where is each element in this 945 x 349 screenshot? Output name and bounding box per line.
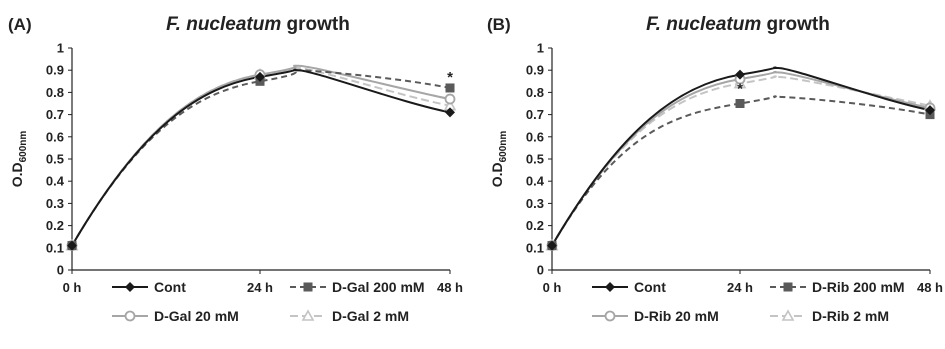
series-line: [551, 75, 931, 247]
y-tick-label: 0.1: [526, 240, 544, 255]
chart-title-italic: F. nucleatum: [166, 14, 281, 35]
legend-item: D-Rib 200 mM: [770, 279, 905, 295]
legend-label: Cont: [634, 279, 666, 295]
chart-title: F. nucleatum growth: [646, 14, 830, 35]
y-tick-label: 0.6: [526, 129, 544, 144]
y-axis-label-main: O.D: [489, 162, 505, 187]
x-tick-label: 48 h: [437, 280, 463, 295]
y-tick-label: 0.8: [526, 85, 544, 100]
legend-item: Cont: [112, 279, 186, 295]
legend-marker: [301, 309, 315, 321]
legend-label: D-Gal 2 mM: [332, 308, 409, 324]
legend-marker: [303, 282, 313, 292]
x-tick-label: 24 h: [247, 280, 273, 295]
y-tick-label: 0.1: [46, 240, 64, 255]
y-tick-label: 0.2: [46, 218, 64, 233]
panel-label: (B): [487, 15, 511, 34]
legend-label: D-Rib 200 mM: [812, 279, 905, 295]
y-tick-label: 0.7: [46, 107, 64, 122]
series-line: [551, 66, 931, 247]
y-axis-label-sub: 600nm: [18, 131, 29, 163]
series-line: [551, 70, 931, 247]
legend-label: D-Rib 2 mM: [812, 308, 889, 324]
x-tick-label: 24 h: [727, 280, 753, 295]
y-axis-label-main: O.D: [9, 162, 25, 187]
legend-label: Cont: [154, 279, 186, 295]
legend-item: D-Gal 200 mM: [290, 279, 425, 295]
legend-label: D-Rib 20 mM: [634, 308, 719, 324]
significance-marker: *: [737, 81, 743, 98]
y-tick-label: 0.3: [46, 196, 64, 211]
y-tick-label: 0.4: [46, 174, 65, 189]
y-tick-label: 0: [57, 263, 64, 278]
legend-label: D-Gal 200 mM: [332, 279, 425, 295]
y-tick-label: 1: [57, 41, 64, 56]
y-tick-label: 0.6: [46, 129, 64, 144]
y-tick-label: 0: [537, 263, 544, 278]
panel-label: (A): [8, 15, 32, 34]
plot-area: 0 0.1 0.2 0.3 0.4 0.5 0.6 0.7 0.8 0.9 1 0 h 24 h 48 h…: [526, 41, 943, 296]
chart-title: F. nucleatum growth: [166, 14, 350, 35]
y-tick-label: 0.7: [526, 107, 544, 122]
data-point: [445, 107, 455, 118]
chart-title-rest: growth: [281, 14, 350, 35]
y-tick-label: 0.9: [526, 63, 544, 78]
y-tick-label: 0.3: [526, 196, 544, 211]
legend-marker: [124, 310, 136, 322]
legend-label: D-Gal 20 mM: [154, 308, 239, 324]
data-point: [735, 69, 745, 80]
legend-marker: [125, 282, 135, 292]
chart-panel-a: (A) F. nucleatum growth O.D600nm 0 0.1 0.2…: [8, 14, 463, 324]
chart-panel-b: (B) F. nucleatum growth O.D600nm 0 0.1 0.2…: [487, 14, 943, 324]
y-axis-label-sub: 600nm: [498, 131, 509, 163]
x-tick-label: 0 h: [543, 280, 562, 295]
data-point: [547, 240, 557, 251]
plot-area: 0 0.1 0.2 0.3 0.4 0.5 0.6 0.7 0.8 0.9 1 0 h 24 h 48 h…: [46, 41, 463, 296]
y-tick-label: 0.5: [46, 152, 64, 167]
x-tick-label: 0 h: [63, 280, 82, 295]
x-tick-label: 48 h: [917, 280, 943, 295]
legend-item: D-Gal 20 mM: [112, 308, 239, 324]
y-tick-label: 0.5: [526, 152, 544, 167]
legend-item: D-Gal 2 mM: [290, 308, 409, 324]
y-tick-label: 1: [537, 41, 544, 56]
data-point: [444, 93, 456, 105]
significance-marker: *: [447, 69, 453, 86]
y-tick-label: 0.4: [526, 174, 545, 189]
legend-item: D-Rib 20 mM: [592, 308, 719, 324]
data-point: [255, 71, 265, 82]
series-line: [551, 95, 931, 247]
series-line: [71, 69, 451, 247]
series-line: [71, 66, 451, 247]
data-point: [925, 105, 935, 116]
data-point: [445, 83, 455, 93]
legend-item: D-Rib 2 mM: [770, 308, 889, 324]
legend: Cont D-Gal 200 mM D-Gal 20 mM D-Gal 2 mM: [112, 279, 425, 324]
legend-marker: [605, 282, 615, 292]
legend-marker: [604, 310, 616, 322]
y-tick-label: 0.9: [46, 63, 64, 78]
y-axis-label: O.D600nm: [9, 131, 29, 188]
data-point: [67, 240, 77, 251]
legend-marker: [783, 282, 793, 292]
legend-marker: [781, 309, 795, 321]
legend: Cont D-Rib 200 mM D-Rib 20 mM D-Rib 2 mM: [592, 279, 905, 324]
chart-title-italic: F. nucleatum: [646, 14, 761, 35]
legend-item: Cont: [592, 279, 666, 295]
data-point: [735, 99, 745, 108]
y-tick-label: 0.2: [526, 218, 544, 233]
y-tick-label: 0.8: [46, 85, 64, 100]
series-line: [71, 68, 451, 247]
chart-title-rest: growth: [761, 14, 830, 35]
y-axis-label: O.D600nm: [489, 131, 509, 188]
